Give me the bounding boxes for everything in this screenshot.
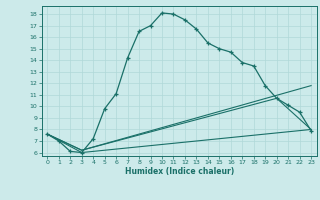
X-axis label: Humidex (Indice chaleur): Humidex (Indice chaleur) bbox=[124, 167, 234, 176]
